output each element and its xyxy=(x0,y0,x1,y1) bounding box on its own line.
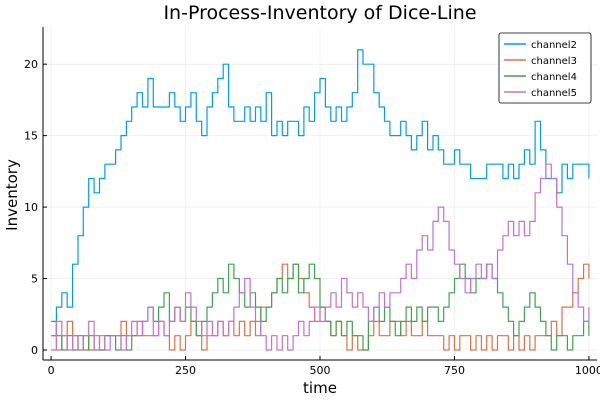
legend-box xyxy=(498,32,592,104)
y-axis-label: Inventory xyxy=(3,159,21,231)
x-tick-label: 0 xyxy=(48,364,55,377)
chart-title: In-Process-Inventory of Dice-Line xyxy=(163,2,476,24)
legend-label: channel4 xyxy=(531,72,577,83)
series-lines xyxy=(51,49,590,351)
tick-labels: 0 250 500 750 1000 0 5 10 15 20 xyxy=(24,58,600,377)
x-tick-label: 1000 xyxy=(575,364,600,377)
y-tick-label: 15 xyxy=(24,130,38,143)
y-tick-label: 5 xyxy=(31,273,38,286)
legend-label: channel2 xyxy=(531,40,577,51)
y-tick-label: 20 xyxy=(24,58,38,71)
legend-label: channel5 xyxy=(531,88,577,99)
x-tick-label: 500 xyxy=(310,364,331,377)
series-line-channel5 xyxy=(51,163,590,351)
y-tick-label: 0 xyxy=(31,344,38,357)
axes xyxy=(42,27,597,361)
x-tick-label: 250 xyxy=(175,364,196,377)
y-tick-label: 10 xyxy=(24,201,38,214)
x-axis-label: time xyxy=(303,379,337,397)
series-line-channel2 xyxy=(51,49,590,337)
legend: channel2 channel3 channel4 channel5 xyxy=(498,32,592,104)
x-tick-label: 750 xyxy=(444,364,465,377)
legend-label: channel3 xyxy=(531,56,577,67)
